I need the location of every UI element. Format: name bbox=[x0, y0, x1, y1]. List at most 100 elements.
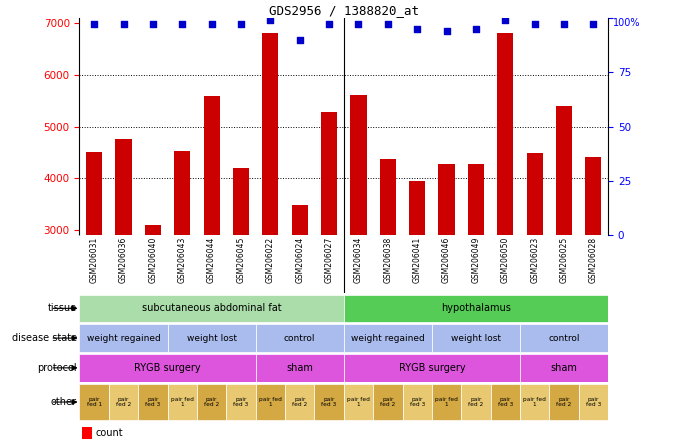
Text: tissue: tissue bbox=[48, 303, 77, 313]
Point bbox=[500, 16, 511, 24]
Bar bbox=[520, 324, 608, 352]
Bar bbox=[263, 33, 278, 385]
Text: control: control bbox=[548, 333, 580, 343]
Point bbox=[265, 16, 276, 24]
Bar bbox=[314, 384, 343, 420]
Bar bbox=[520, 384, 549, 420]
Text: sham: sham bbox=[551, 363, 578, 373]
Bar bbox=[344, 384, 373, 420]
Bar bbox=[461, 384, 491, 420]
Text: GSM206023: GSM206023 bbox=[530, 237, 539, 283]
Bar bbox=[138, 384, 167, 420]
Text: sham: sham bbox=[286, 363, 313, 373]
Bar bbox=[204, 96, 220, 385]
Text: RYGB surgery: RYGB surgery bbox=[399, 363, 465, 373]
Text: GSM206034: GSM206034 bbox=[354, 237, 363, 283]
Bar bbox=[527, 154, 542, 385]
Text: pair
fed 2: pair fed 2 bbox=[380, 396, 395, 408]
Point bbox=[412, 25, 423, 32]
Bar bbox=[491, 384, 520, 420]
Text: disease state: disease state bbox=[12, 333, 77, 343]
Bar bbox=[556, 106, 572, 385]
Point bbox=[147, 21, 158, 28]
Text: GSM206040: GSM206040 bbox=[149, 237, 158, 283]
Bar bbox=[520, 354, 608, 382]
Bar bbox=[256, 324, 343, 352]
Text: GSM206024: GSM206024 bbox=[295, 237, 304, 283]
Text: count: count bbox=[95, 428, 123, 438]
Bar bbox=[174, 151, 190, 385]
Point bbox=[118, 21, 129, 28]
Bar bbox=[350, 95, 366, 385]
Text: pair
fed 2: pair fed 2 bbox=[204, 396, 219, 408]
Text: pair fed
1: pair fed 1 bbox=[347, 396, 370, 408]
Point bbox=[588, 21, 599, 28]
Point bbox=[206, 21, 217, 28]
Text: protocol: protocol bbox=[37, 363, 77, 373]
Text: pair
fed 1: pair fed 1 bbox=[86, 396, 102, 408]
Bar bbox=[167, 384, 197, 420]
Text: GSM206025: GSM206025 bbox=[560, 237, 569, 283]
Bar bbox=[109, 384, 138, 420]
Bar bbox=[373, 384, 402, 420]
Text: pair fed
1: pair fed 1 bbox=[435, 396, 458, 408]
Point bbox=[323, 21, 334, 28]
Bar bbox=[167, 324, 256, 352]
Text: GSM206049: GSM206049 bbox=[471, 237, 480, 283]
Bar bbox=[439, 164, 455, 385]
Text: pair
fed 2: pair fed 2 bbox=[556, 396, 571, 408]
Text: control: control bbox=[284, 333, 316, 343]
Bar bbox=[380, 159, 396, 385]
Bar bbox=[432, 324, 520, 352]
Text: pair
fed 3: pair fed 3 bbox=[145, 396, 160, 408]
Bar bbox=[256, 384, 285, 420]
Bar bbox=[79, 294, 344, 322]
Bar bbox=[79, 324, 167, 352]
Point bbox=[529, 21, 540, 28]
Text: weight lost: weight lost bbox=[187, 333, 236, 343]
Text: GSM206041: GSM206041 bbox=[413, 237, 422, 283]
Text: GSM206044: GSM206044 bbox=[207, 237, 216, 283]
Title: GDS2956 / 1388820_at: GDS2956 / 1388820_at bbox=[269, 4, 419, 16]
Text: pair
fed 3: pair fed 3 bbox=[234, 396, 249, 408]
Point bbox=[441, 27, 452, 34]
Bar bbox=[197, 384, 227, 420]
Bar bbox=[227, 384, 256, 420]
Bar bbox=[585, 157, 601, 385]
Text: pair
fed 2: pair fed 2 bbox=[116, 396, 131, 408]
Text: GSM206028: GSM206028 bbox=[589, 237, 598, 283]
Bar bbox=[285, 384, 314, 420]
Text: pair
fed 3: pair fed 3 bbox=[498, 396, 513, 408]
Text: pair fed
1: pair fed 1 bbox=[523, 396, 546, 408]
Bar bbox=[79, 354, 256, 382]
Bar bbox=[292, 205, 307, 385]
Bar bbox=[233, 168, 249, 385]
Text: pair
fed 3: pair fed 3 bbox=[321, 396, 337, 408]
Point bbox=[353, 21, 364, 28]
Text: weight lost: weight lost bbox=[451, 333, 501, 343]
Point bbox=[294, 36, 305, 43]
Point bbox=[558, 21, 569, 28]
Bar bbox=[82, 427, 92, 439]
Text: pair
fed 3: pair fed 3 bbox=[410, 396, 425, 408]
Bar bbox=[468, 164, 484, 385]
Text: GSM206043: GSM206043 bbox=[178, 237, 187, 283]
Bar bbox=[402, 384, 432, 420]
Text: GSM206046: GSM206046 bbox=[442, 237, 451, 283]
Text: 100%: 100% bbox=[614, 18, 641, 28]
Bar bbox=[256, 354, 343, 382]
Bar bbox=[86, 152, 102, 385]
Text: GSM206038: GSM206038 bbox=[384, 237, 392, 283]
Bar bbox=[432, 384, 462, 420]
Bar bbox=[321, 112, 337, 385]
Text: GSM206031: GSM206031 bbox=[90, 237, 99, 283]
Text: weight regained: weight regained bbox=[351, 333, 425, 343]
Bar bbox=[578, 384, 608, 420]
Bar bbox=[344, 324, 432, 352]
Bar bbox=[115, 139, 131, 385]
Point bbox=[236, 21, 247, 28]
Text: GSM206045: GSM206045 bbox=[236, 237, 245, 283]
Text: pair
fed 2: pair fed 2 bbox=[468, 396, 484, 408]
Text: GSM206027: GSM206027 bbox=[325, 237, 334, 283]
Text: pair
fed 3: pair fed 3 bbox=[586, 396, 601, 408]
